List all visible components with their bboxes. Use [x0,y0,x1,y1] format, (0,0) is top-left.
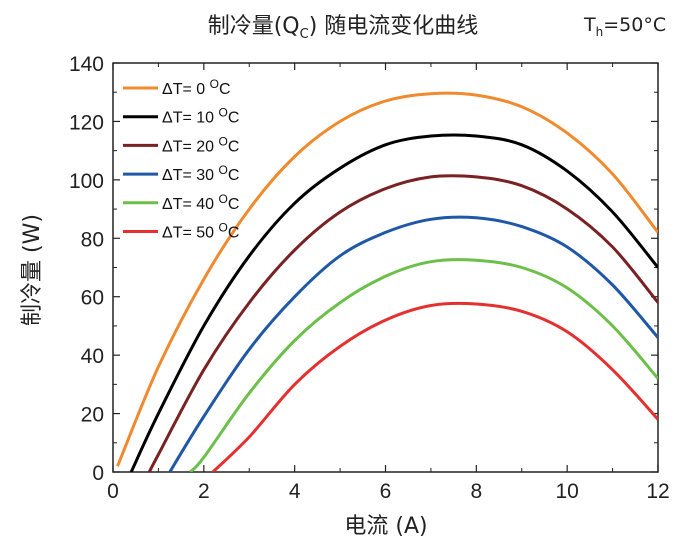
condition-value: =50°C [603,14,667,36]
series-line-5 [211,301,658,472]
y-tick-label: 140 [69,53,104,76]
legend-label-2: ΔT= 20 OC [162,134,239,155]
x-tick-label: 8 [470,480,482,503]
y-tick-label: 20 [81,404,104,427]
legend-label-0: ΔT= 0 OC [162,77,231,98]
x-tick-label: 6 [380,480,392,503]
x-tick-label: 4 [289,480,301,503]
x-tick-label: 0 [107,480,119,503]
condition-label: Th=50°C [584,14,666,39]
legend-label-5: ΔT= 50 OC [162,221,239,242]
series-line-1 [129,133,658,472]
chart-title: 制冷量(QC) 随电流变化曲线 [0,8,686,42]
y-tick-label: 120 [69,111,104,134]
x-tick-label: 10 [555,480,578,503]
x-tick-label: 2 [198,480,210,503]
title-subscript: C [299,27,309,42]
legend-label-3: ΔT= 30 OC [162,163,239,184]
y-tick-label: 40 [81,345,104,368]
legend-label-4: ΔT= 40 OC [162,192,239,213]
condition-subscript: h [595,25,604,39]
y-tick-label: 0 [92,462,104,485]
y-tick-label: 60 [81,287,104,310]
legend-label-1: ΔT= 10 OC [162,106,239,127]
series-line-4 [189,258,658,472]
y-tick-label: 100 [69,170,104,193]
series-line-2 [147,174,658,472]
x-axis-label: 电流 (A) [344,514,428,539]
title-prefix: 制冷量(Q [207,14,300,39]
y-tick-label: 80 [81,228,104,251]
x-tick-label: 12 [646,480,669,503]
condition-symbol: T [584,14,596,36]
series-line-0 [116,91,658,467]
title-suffix: ) 随电流变化曲线 [308,14,479,39]
series-line-3 [168,215,658,472]
